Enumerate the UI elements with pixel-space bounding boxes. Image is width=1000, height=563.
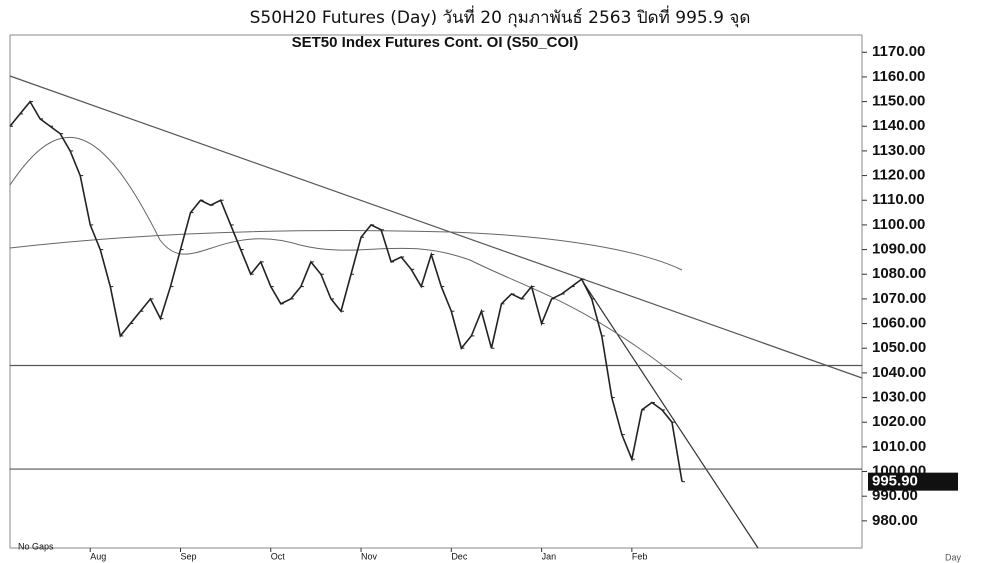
y-tick-label: 1130.00: [872, 142, 925, 159]
y-tick-label: 1150.00: [872, 93, 925, 110]
trend-line: [9, 75, 863, 379]
chart-title: SET50 Index Futures Cont. OI (S50_COI): [292, 34, 579, 51]
x-tick-label: Dec: [451, 551, 468, 561]
y-tick-label: 1040.00: [872, 364, 926, 381]
y-tick-label: 1110.00: [872, 191, 925, 208]
y-tick-label: 1010.00: [872, 438, 926, 455]
y-tick-label: 1160.00: [872, 68, 925, 85]
y-tick-label: 1100.00: [872, 216, 925, 233]
x-tick-label: Aug: [90, 551, 106, 561]
y-tick-label: 1170.00: [872, 43, 925, 60]
header: S50H20 Futures (Day) วันที่ 20 กุมภาพันธ…: [250, 5, 751, 28]
gap-note: No Gaps: [18, 541, 54, 551]
y-tick-label: 1080.00: [872, 265, 926, 282]
price-line: [9, 100, 683, 482]
moving-average: [9, 136, 683, 381]
x-tick-label: Oct: [271, 551, 286, 561]
y-tick-label: 1140.00: [872, 117, 925, 134]
y-tick-label: 1120.00: [872, 167, 925, 184]
x-tick-label: Feb: [632, 551, 648, 561]
x-tick-label: Sep: [181, 551, 197, 561]
last-value-box: [868, 472, 958, 491]
x-tick-label: Nov: [361, 551, 378, 561]
y-tick-label: 980.00: [872, 512, 918, 529]
y-tick-label: 1070.00: [872, 290, 926, 307]
period-label: Day: [945, 552, 962, 562]
y-tick-label: 1030.00: [872, 389, 926, 406]
x-tick-label: Jan: [542, 551, 557, 561]
moving-average: [9, 230, 683, 271]
y-tick-label: 1050.00: [872, 339, 926, 356]
y-tick-label: 1060.00: [872, 315, 926, 332]
last-value-label: 995.90: [872, 473, 918, 490]
y-tick-label: 1090.00: [872, 241, 926, 258]
plot-frame: [9, 34, 863, 549]
y-tick-label: 1020.00: [872, 413, 926, 430]
y-tick-label: 990.00: [872, 487, 918, 504]
trend-line: [584, 284, 759, 549]
